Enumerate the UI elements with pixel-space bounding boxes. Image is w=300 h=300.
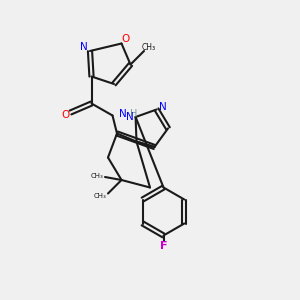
Text: N: N [80, 42, 88, 52]
Text: N: N [159, 101, 167, 112]
Text: H: H [130, 109, 138, 119]
Text: F: F [160, 241, 167, 251]
Text: CH₃: CH₃ [91, 173, 103, 179]
Text: O: O [61, 110, 69, 121]
Text: CH₃: CH₃ [142, 44, 156, 52]
Text: N: N [126, 112, 134, 122]
Text: O: O [121, 34, 129, 44]
Text: CH₃: CH₃ [94, 194, 106, 200]
Text: N: N [119, 109, 127, 119]
